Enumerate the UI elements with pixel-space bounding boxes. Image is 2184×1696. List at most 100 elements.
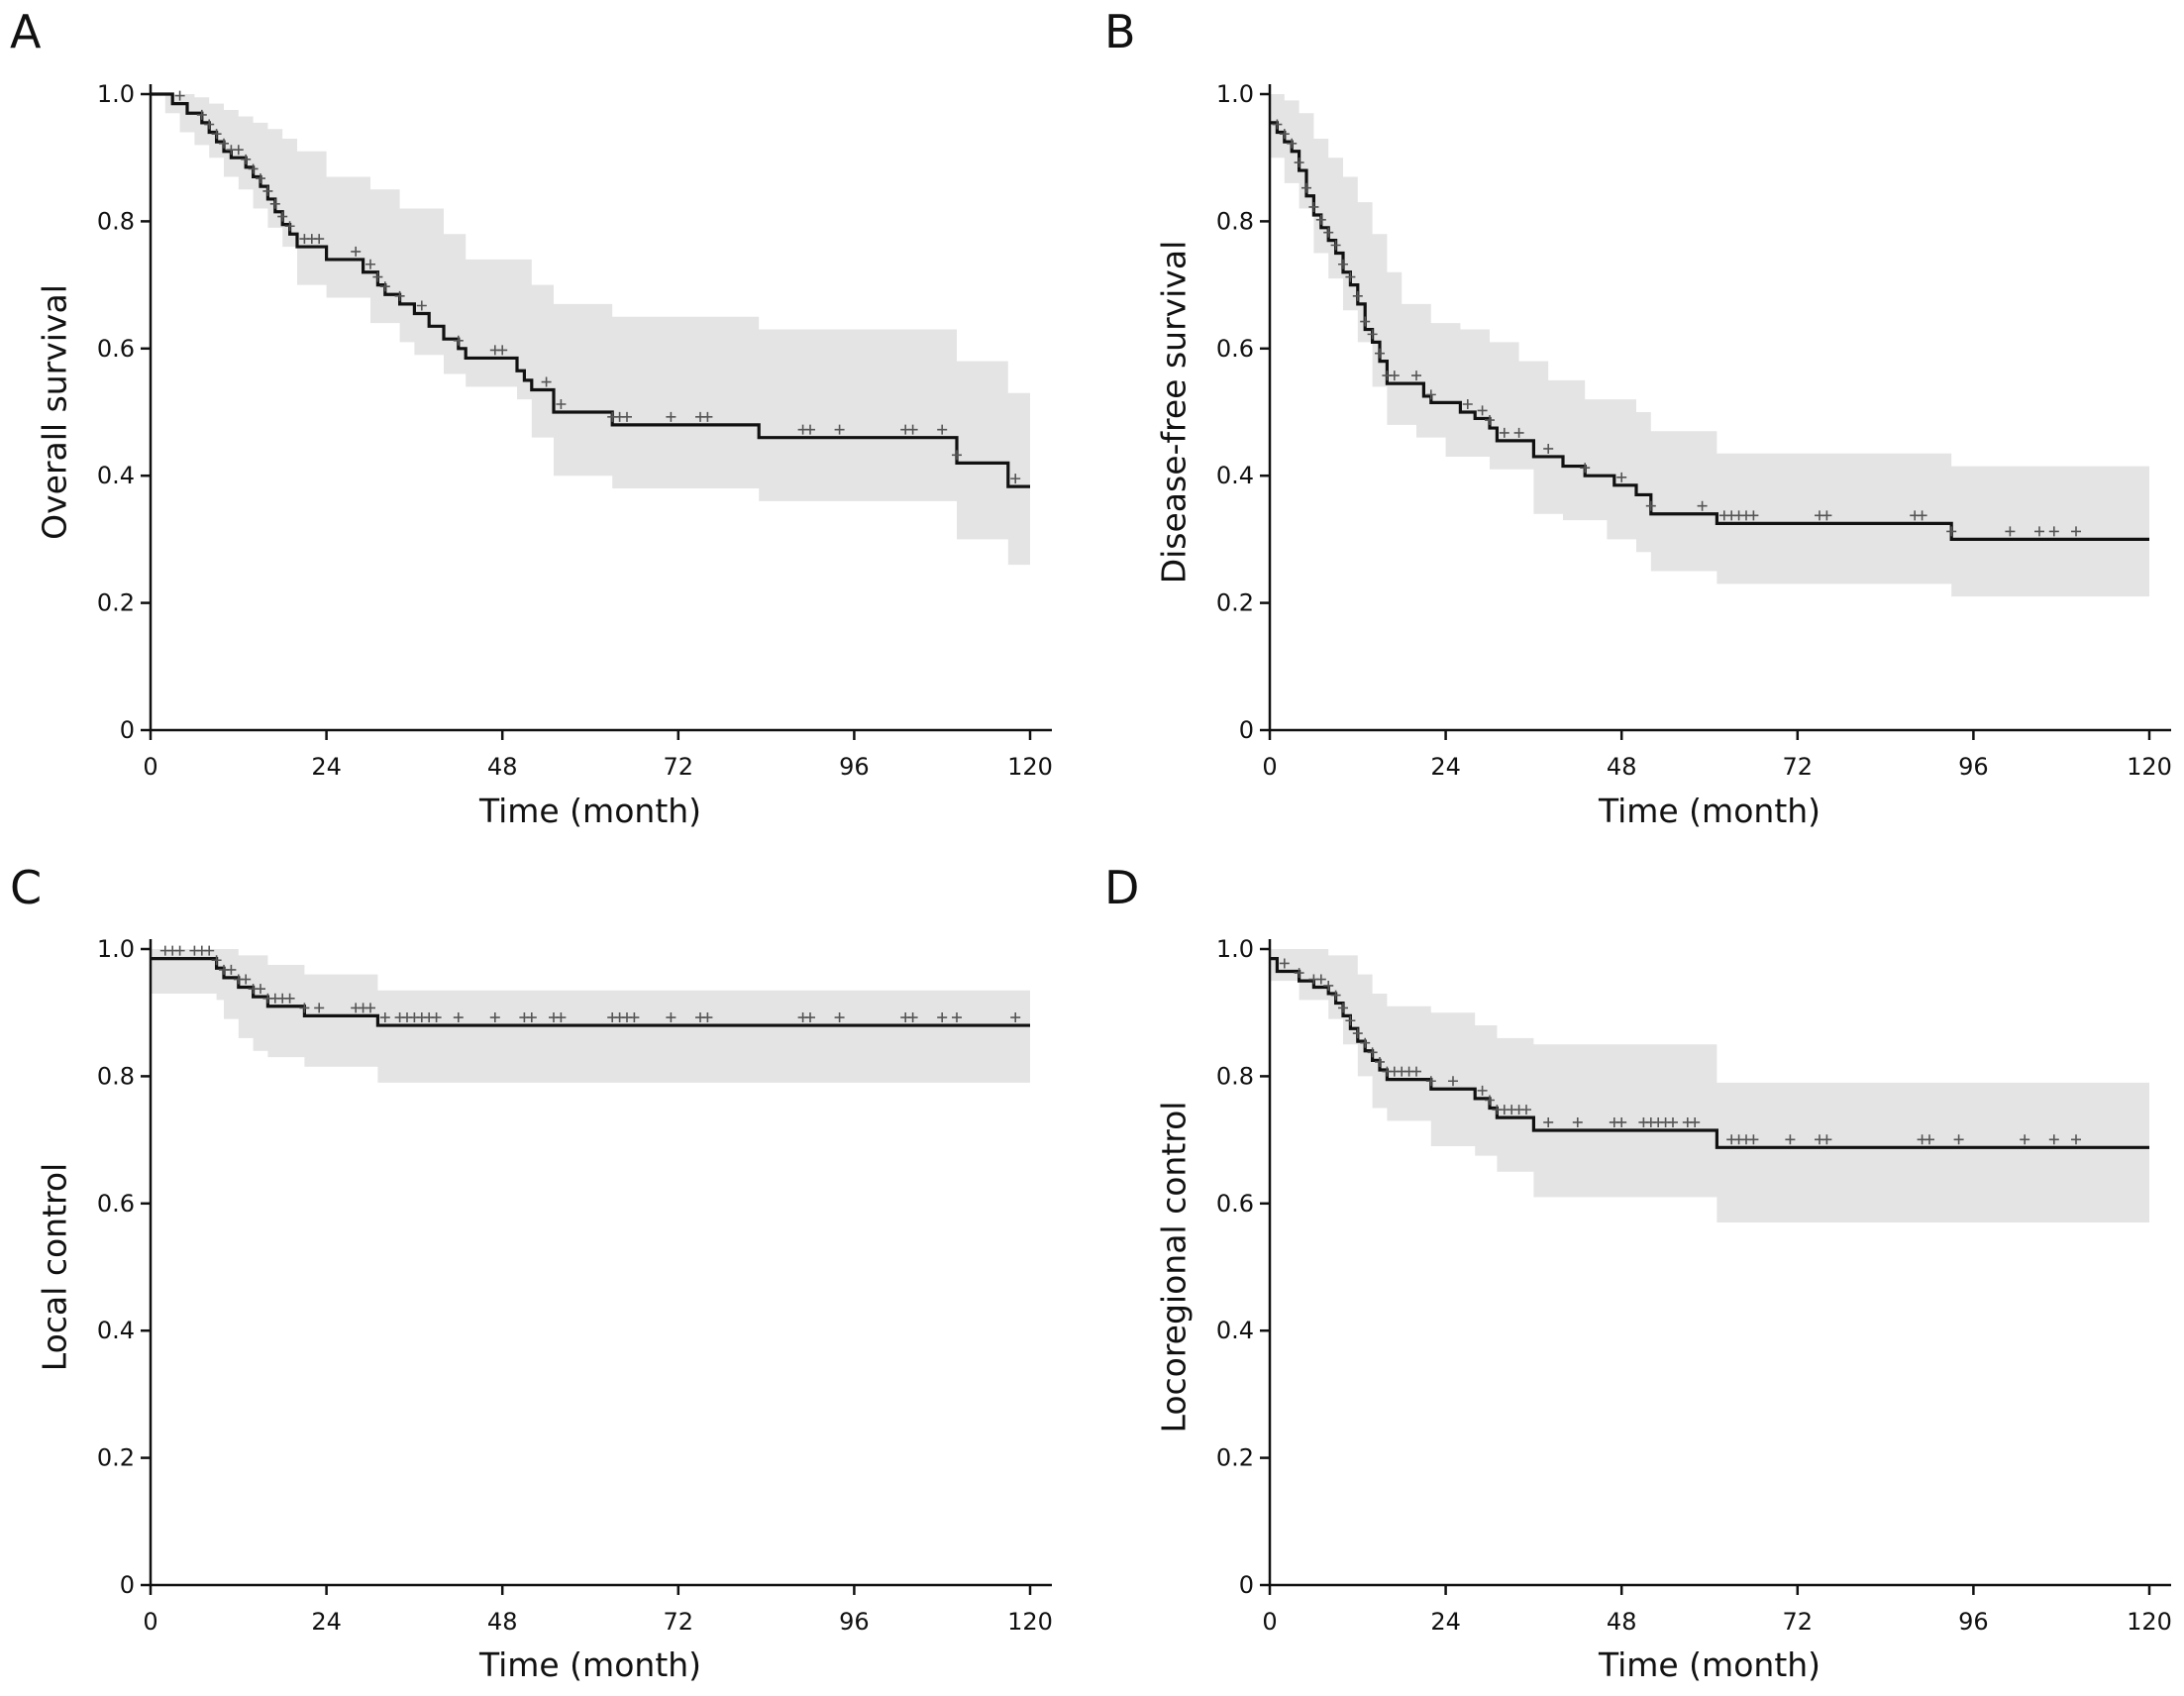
censor-mark [1345, 1015, 1356, 1026]
x-tick-label: 24 [1430, 753, 1461, 781]
y-axis-title: Overall survival [36, 284, 74, 540]
survival-curve [1270, 121, 2149, 542]
y-tick-label: 0 [1239, 1571, 1254, 1599]
censor-mark [1345, 271, 1356, 282]
ci-band [151, 949, 1030, 1083]
censor-mark [1375, 1056, 1385, 1067]
y-tick-label: 0.6 [97, 335, 135, 363]
censor-mark [284, 221, 295, 232]
y-tick-label: 0 [120, 716, 135, 744]
y-tick-label: 0.2 [97, 1444, 135, 1472]
survival-curve [1270, 957, 2149, 1149]
censor-mark [351, 246, 362, 257]
x-axis-title: Time (month) [1598, 1645, 1820, 1684]
x-tick-label: 120 [1007, 753, 1053, 781]
y-tick-label: 0.4 [97, 1317, 135, 1344]
censor-mark [805, 424, 815, 435]
censor-mark [1697, 500, 1708, 511]
censor-mark [1315, 214, 1326, 225]
censor-mark [1580, 463, 1591, 474]
censor-mark [372, 271, 383, 282]
censor-mark [1352, 290, 1363, 301]
censor-mark [1360, 1037, 1371, 1048]
censor-mark [1485, 415, 1495, 426]
x-tick-label: 0 [1262, 1608, 1277, 1636]
censor-mark [1462, 399, 1473, 409]
censor-mark [1946, 526, 1957, 537]
x-tick-label: 24 [311, 1608, 342, 1636]
censor-mark [1543, 1116, 1554, 1127]
y-tick-label: 0.8 [1216, 207, 1254, 235]
censor-mark [2071, 1134, 2081, 1145]
censor-mark [1272, 119, 1283, 130]
y-tick-label: 0.6 [1216, 335, 1254, 363]
y-tick-label: 0.2 [1216, 589, 1254, 617]
censor-mark [379, 1012, 390, 1023]
censor-mark [314, 234, 325, 245]
censor-mark [204, 945, 215, 956]
censor-mark [394, 290, 405, 301]
x-tick-label: 96 [839, 753, 870, 781]
x-tick-label: 0 [143, 1608, 157, 1636]
censor-mark [526, 1012, 537, 1023]
censor-mark [937, 424, 948, 435]
censor-mark [702, 411, 713, 422]
censor-mark [1301, 182, 1311, 193]
censor-mark [1411, 371, 1421, 381]
censor-mark [211, 955, 222, 966]
censor-mark [489, 1012, 500, 1023]
censor-mark [1616, 1116, 1627, 1127]
y-tick-label: 1.0 [97, 935, 135, 963]
y-tick-label: 1.0 [1216, 80, 1254, 108]
censor-mark [952, 450, 962, 461]
censor-mark [1690, 1116, 1701, 1127]
censor-mark [1287, 138, 1298, 149]
x-tick-label: 96 [1958, 753, 1989, 781]
panel-c: C 0 24 48 72 96 120 0 0.2 0.4 0.6 0.8 1.0 Time (month… [10, 861, 1053, 1684]
censor-mark [1521, 1105, 1531, 1115]
y-tick-label: 0.6 [1216, 1190, 1254, 1218]
censor-mark [666, 1012, 676, 1023]
y-tick-label: 1.0 [1216, 935, 1254, 963]
panel-label: D [1104, 861, 1139, 914]
censor-mark [1279, 958, 1290, 969]
y-tick-label: 0.8 [97, 1062, 135, 1090]
censor-mark [2020, 1134, 2030, 1145]
censor-mark [314, 1003, 325, 1013]
panel-label: C [10, 861, 42, 914]
censor-mark [1315, 974, 1326, 985]
censor-mark [1917, 510, 1927, 521]
censor-mark [299, 1003, 310, 1013]
censor-mark [1330, 240, 1341, 251]
censor-mark [365, 259, 375, 269]
censor-mark [1010, 1012, 1021, 1023]
y-tick-label: 0 [1239, 716, 1254, 744]
censor-mark [2048, 1134, 2059, 1145]
censor-mark [196, 109, 207, 120]
censor-mark [1338, 1003, 1348, 1013]
censor-mark [416, 300, 427, 311]
censor-mark [431, 1012, 442, 1023]
censor-mark [262, 185, 273, 196]
y-tick-label: 1.0 [97, 80, 135, 108]
censor-mark [1279, 129, 1290, 140]
censor-mark [497, 345, 508, 356]
censor-mark [256, 984, 265, 995]
censor-mark [219, 138, 229, 149]
censor-mark [1448, 1076, 1458, 1087]
censor-mark [1572, 1116, 1583, 1127]
ci-band [151, 94, 1030, 566]
censor-mark [805, 1012, 815, 1023]
y-axis-title: Locoregional control [1155, 1102, 1194, 1433]
y-tick-label: 0.2 [1216, 1444, 1254, 1472]
panel-label: B [1104, 5, 1136, 58]
censor-mark [2034, 526, 2044, 537]
y-tick-label: 0.6 [97, 1190, 135, 1218]
x-tick-label: 48 [487, 1608, 518, 1636]
censor-mark [2071, 526, 2081, 537]
censor-mark [2005, 526, 2016, 537]
x-tick-label: 72 [664, 753, 694, 781]
censor-mark [1389, 371, 1400, 381]
y-axis-title: Disease-free survival [1155, 241, 1194, 584]
